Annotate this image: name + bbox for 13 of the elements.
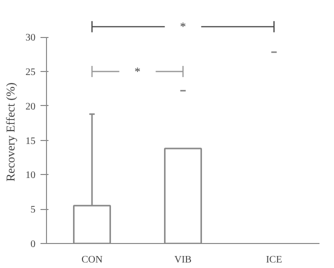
y-tick-label: 30 <box>26 32 36 44</box>
y-axis-title: Recovery Effect (%) <box>4 82 18 182</box>
y-tick-label: 10 <box>26 170 36 182</box>
y-tick-label: 25 <box>26 66 36 78</box>
x-tick-label: VIB <box>174 254 192 266</box>
text: * <box>180 20 186 34</box>
y-tick-label: 15 <box>26 136 36 147</box>
y-tick-label: 0 <box>30 239 36 250</box>
annotation: * <box>134 64 140 78</box>
y-tick-label: 5 <box>30 204 36 216</box>
x-tick-label: CON <box>81 254 103 266</box>
y-tick-label: 20 <box>26 101 36 112</box>
x-tick-label: ICE <box>266 254 282 266</box>
